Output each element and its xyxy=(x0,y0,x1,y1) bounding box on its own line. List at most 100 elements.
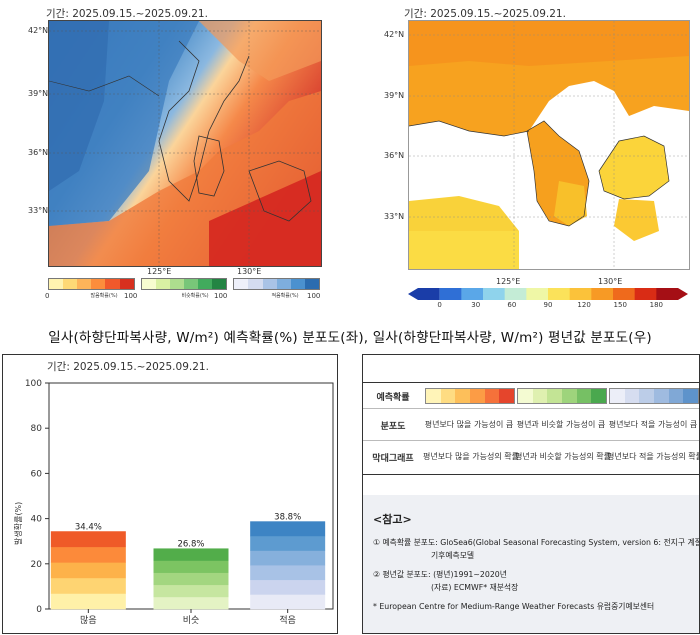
right-colorbar-segment xyxy=(613,288,636,300)
left-colorbar-2-segment xyxy=(304,279,319,289)
left-colorbar-0-segment xyxy=(105,279,120,289)
right-colorbar-segment xyxy=(504,288,527,300)
x-category-label: 많음 xyxy=(80,615,97,626)
bar-비슷-band xyxy=(153,560,229,573)
legend-map-less: 평년보다 적을 가능성이 큼 xyxy=(608,420,698,429)
right-lat-36: 36°N xyxy=(384,151,405,160)
legend-swatch-segment xyxy=(654,389,669,403)
left-colorbar-1-segment xyxy=(141,279,156,289)
left-lat-42: 42°N xyxy=(28,26,49,35)
right-colorbar-tick: 120 xyxy=(577,301,591,309)
y-tick-label: 20 xyxy=(31,560,43,570)
right-lat-33: 33°N xyxy=(384,212,405,221)
bar-비슷-band xyxy=(153,548,229,561)
left-colorbar-2-segment xyxy=(276,279,291,289)
bar-value-label: 34.4% xyxy=(75,522,102,532)
left-probability-map xyxy=(48,20,322,267)
left-colorbar-similar-max: 100 xyxy=(214,292,228,300)
left-colorbar-2-segment xyxy=(234,279,249,289)
right-colorbar-segment xyxy=(548,288,571,300)
bar-적음-band xyxy=(250,579,326,595)
bar-많음-band xyxy=(50,593,126,610)
left-colorbar-2-segment xyxy=(290,279,305,289)
right-colorbar-tick: 90 xyxy=(543,301,553,309)
left-colorbar-less xyxy=(233,278,321,290)
legend-swatch-less xyxy=(609,388,699,404)
x-category-label: 비슷 xyxy=(183,615,200,626)
legend-row-map: 분포도 xyxy=(380,422,406,432)
right-colorbar-tick: 150 xyxy=(613,301,627,309)
left-lat-36: 36°N xyxy=(28,148,49,157)
legend-swatch-segment xyxy=(547,389,563,403)
legend-swatch-segment xyxy=(576,389,592,403)
legend-swatch-segment xyxy=(426,389,441,403)
legend-bar-similar: 평년과 비슷할 가능성의 확률 xyxy=(515,452,611,461)
legend-swatch-segment xyxy=(440,389,456,403)
left-colorbar-less-label: 적음확률(%) xyxy=(271,293,299,299)
legend-panel: 예측확률 분포도 막대그래프 평년보다 많을 가능성이 큼 평년과 비슷할 가능… xyxy=(362,354,700,634)
legend-swatch-segment xyxy=(639,389,655,403)
legend-swatch-segment xyxy=(591,389,607,403)
legend-swatch-segment xyxy=(518,389,533,403)
left-colorbar-0-segment xyxy=(63,279,78,289)
x-category-label: 적음 xyxy=(279,614,296,626)
left-map-graphic xyxy=(49,21,321,266)
legend-row-probability: 예측확률 xyxy=(376,393,410,403)
right-colorbar-segment xyxy=(439,288,462,300)
left-colorbar-2-segment xyxy=(262,279,277,289)
right-colorbar-tick: 60 xyxy=(507,301,517,309)
legend-map-more: 평년보다 많을 가능성이 큼 xyxy=(424,420,514,429)
right-climatology-map xyxy=(408,20,690,270)
right-lon-125: 125°E xyxy=(496,277,521,286)
legend-swatch-segment xyxy=(484,389,500,403)
left-colorbar-more xyxy=(48,278,135,290)
legend-swatch-segment xyxy=(668,389,684,403)
bar-적음-band xyxy=(250,535,326,551)
reference-line-2: 기후예측모델 xyxy=(431,551,475,560)
bar-비슷-band xyxy=(153,596,229,610)
bar-많음-band xyxy=(50,562,126,579)
left-colorbar-0-segment xyxy=(119,279,134,289)
bar-chart: 0 20 40 60 80 100 34.4% 많음 26.8% 비슷 38.8% 적음 xyxy=(25,379,334,626)
legend-swatch-similar xyxy=(517,388,607,404)
right-lat-42: 42°N xyxy=(384,30,405,39)
legend-swatch-more xyxy=(425,388,515,404)
left-colorbar-1-segment xyxy=(184,279,199,289)
bar-chart-panel: 기간: 2025.09.15.~2025.09.21. 0 20 40 60 80 100… xyxy=(2,354,338,634)
bar-많음-band xyxy=(50,546,126,563)
reference-title: <참고> xyxy=(373,513,412,526)
bar-많음-band xyxy=(50,531,126,548)
legend-swatch-segment xyxy=(470,389,485,403)
left-colorbar-min-tick: 0 xyxy=(45,292,50,300)
bar-적음-band xyxy=(250,565,326,581)
bar-value-label: 38.8% xyxy=(274,512,301,522)
right-colorbar-ticks: 0 30 60 90 120 150 180 xyxy=(408,301,688,313)
left-colorbar-0-segment xyxy=(49,279,64,289)
bar-적음-band xyxy=(250,550,326,566)
right-map-period: 기간: 2025.09.15.~2025.09.21. xyxy=(404,8,566,20)
legend-bar-more: 평년보다 많을 가능성의 확률 xyxy=(423,452,519,461)
y-tick-label: 0 xyxy=(36,605,42,615)
right-lat-39: 39°N xyxy=(384,91,405,100)
legend-swatch-segment xyxy=(610,389,625,403)
left-colorbar-1-segment xyxy=(198,279,213,289)
legend-table: 예측확률 분포도 막대그래프 평년보다 많을 가능성이 큼 평년과 비슷할 가능… xyxy=(363,382,699,478)
left-colorbar-1-segment xyxy=(212,279,227,289)
left-colorbar-similar xyxy=(140,278,228,290)
left-lat-33: 33°N xyxy=(28,206,49,215)
left-colorbar-0-segment xyxy=(77,279,92,289)
right-colorbar-segment xyxy=(408,288,440,300)
right-map-graphic xyxy=(409,21,689,269)
right-colorbar-segment xyxy=(483,288,506,300)
left-colorbar xyxy=(48,278,321,290)
bar-chart-period: 기간: 2025.09.15.~2025.09.21. xyxy=(47,361,209,373)
left-map-period: 기간: 2025.09.15.~2025.09.21. xyxy=(46,8,208,20)
bar-비슷-band xyxy=(153,584,229,598)
y-tick-label: 40 xyxy=(31,515,43,525)
right-colorbar-tick: 30 xyxy=(471,301,481,309)
left-lon-125: 125°E xyxy=(147,267,172,276)
right-colorbar-tick: 0 xyxy=(437,301,442,309)
bar-많음-band xyxy=(50,577,126,594)
legend-swatch-segment xyxy=(499,389,515,403)
reference-box: <참고> ① 예측확률 분포도: GloSea6(Global Seasonal… xyxy=(363,495,699,633)
